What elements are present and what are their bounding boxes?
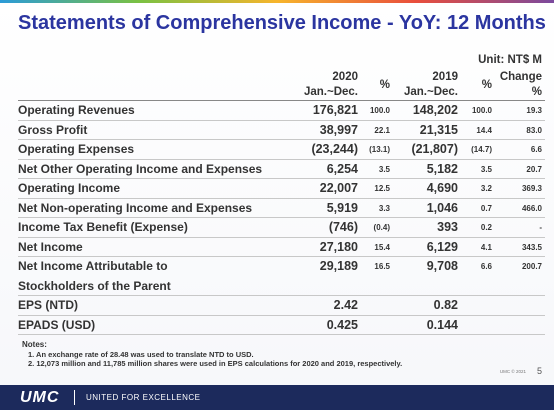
cell: 100.0 bbox=[471, 106, 492, 115]
cell: 3.2 bbox=[480, 184, 492, 193]
cell: 6.6 bbox=[480, 262, 492, 271]
top-strip bbox=[0, 0, 554, 3]
cell: 4,690 bbox=[426, 181, 458, 195]
row-rule bbox=[18, 256, 545, 257]
column-header: Jan.~Dec. bbox=[403, 86, 458, 98]
cell: 29,189 bbox=[319, 259, 358, 273]
cell: (14.7) bbox=[471, 145, 492, 154]
row-rule bbox=[18, 217, 545, 218]
cell: 6,254 bbox=[326, 161, 358, 176]
row-label: Net Non-operating Income and Expenses bbox=[18, 200, 253, 215]
title: Statements of Comprehensive Income - YoY… bbox=[18, 12, 546, 34]
cell: 14.4 bbox=[476, 125, 492, 135]
cell: 5,919 bbox=[326, 200, 358, 215]
cell: (21,807) bbox=[411, 142, 458, 156]
cell: (23,244) bbox=[311, 142, 358, 156]
page-number: 5 bbox=[536, 366, 542, 376]
cell: 0.7 bbox=[480, 203, 492, 213]
column-header: % bbox=[481, 79, 492, 91]
cell: (0.4) bbox=[373, 223, 390, 232]
cell: 38,997 bbox=[319, 122, 358, 137]
cell: (746) bbox=[328, 220, 358, 234]
cell: 176,821 bbox=[312, 103, 358, 117]
cell: 2.42 bbox=[333, 298, 358, 312]
cell: 3.5 bbox=[480, 164, 492, 174]
row-rule bbox=[18, 139, 545, 140]
cell: 12.5 bbox=[374, 184, 390, 193]
row-label: Net Income Attributable to bbox=[18, 259, 168, 273]
cell: 19.3 bbox=[526, 106, 542, 115]
cell: 6.6 bbox=[530, 145, 542, 154]
cell: 3.3 bbox=[378, 203, 390, 213]
cell: 0.82 bbox=[433, 298, 458, 312]
cell: 83.0 bbox=[526, 125, 542, 135]
cell: - bbox=[539, 223, 542, 232]
column-header: % bbox=[531, 86, 542, 98]
cell: 21,315 bbox=[419, 122, 458, 137]
row-label: EPS (NTD) bbox=[18, 298, 78, 312]
column-header: 2020 bbox=[332, 71, 358, 83]
row-rule bbox=[18, 158, 545, 160]
row-label: Net Other Operating Income and Expenses bbox=[18, 161, 263, 176]
row-rule bbox=[18, 119, 545, 121]
row-label: Stockholders of the Parent bbox=[18, 278, 171, 293]
row-rule bbox=[18, 197, 545, 199]
cell: 3.5 bbox=[378, 164, 390, 174]
cell: 16.5 bbox=[374, 262, 390, 271]
cell: 15.4 bbox=[374, 242, 390, 252]
column-header: Jan.~Dec. bbox=[303, 86, 358, 98]
column-header: % bbox=[379, 79, 390, 91]
row-label: Operating Expenses bbox=[18, 142, 135, 156]
cell: 1,046 bbox=[426, 200, 458, 215]
row-label: Income Tax Benefit (Expense) bbox=[18, 220, 188, 234]
column-header: Change bbox=[499, 71, 542, 83]
row-label: Net Income bbox=[18, 239, 83, 254]
cell: 6,129 bbox=[426, 239, 458, 254]
cell: 466.0 bbox=[521, 203, 542, 213]
header-rule bbox=[18, 100, 545, 101]
cell: 5,182 bbox=[426, 161, 458, 176]
row-rule bbox=[18, 295, 545, 296]
cell: 0.144 bbox=[426, 317, 458, 332]
logo: UMC bbox=[20, 389, 60, 406]
row-rule bbox=[18, 314, 545, 316]
row-label: Operating Income bbox=[18, 181, 121, 195]
note: 2. 12,073 million and 11,785 million sha… bbox=[28, 359, 403, 368]
cell: (13.1) bbox=[369, 145, 390, 154]
column-header: 2019 bbox=[432, 71, 458, 83]
cell: 148,202 bbox=[412, 103, 458, 117]
cell: 22,007 bbox=[319, 181, 358, 195]
cell: 4.1 bbox=[480, 242, 492, 252]
row-rule bbox=[18, 236, 545, 238]
notes-title: Notes: bbox=[22, 340, 47, 349]
note: 1. An exchange rate of 28.48 was used to… bbox=[28, 350, 254, 359]
separator bbox=[74, 390, 75, 405]
cell: 0.425 bbox=[326, 317, 358, 332]
cell: 343.5 bbox=[521, 242, 542, 252]
footer-bar bbox=[0, 385, 554, 410]
cell: 200.7 bbox=[521, 262, 542, 271]
cell: 369.3 bbox=[521, 184, 542, 193]
row-label: EPADS (USD) bbox=[18, 317, 96, 332]
cell: 20.7 bbox=[526, 164, 542, 174]
row-label: Operating Revenues bbox=[18, 103, 135, 117]
cell: 27,180 bbox=[319, 239, 358, 254]
row-rule bbox=[18, 334, 545, 335]
row-rule bbox=[18, 178, 545, 179]
copyright: UMC © 2021 bbox=[499, 369, 526, 374]
cell: 22.1 bbox=[374, 125, 390, 135]
tagline: UNITED FOR EXCELLENCE bbox=[86, 393, 201, 402]
cell: 393 bbox=[437, 220, 458, 234]
cell: 0.2 bbox=[480, 223, 492, 232]
unit: Unit: NT$ M bbox=[478, 54, 542, 66]
cell: 9,708 bbox=[426, 259, 458, 273]
row-label: Gross Profit bbox=[18, 122, 88, 137]
cell: 100.0 bbox=[369, 106, 390, 115]
